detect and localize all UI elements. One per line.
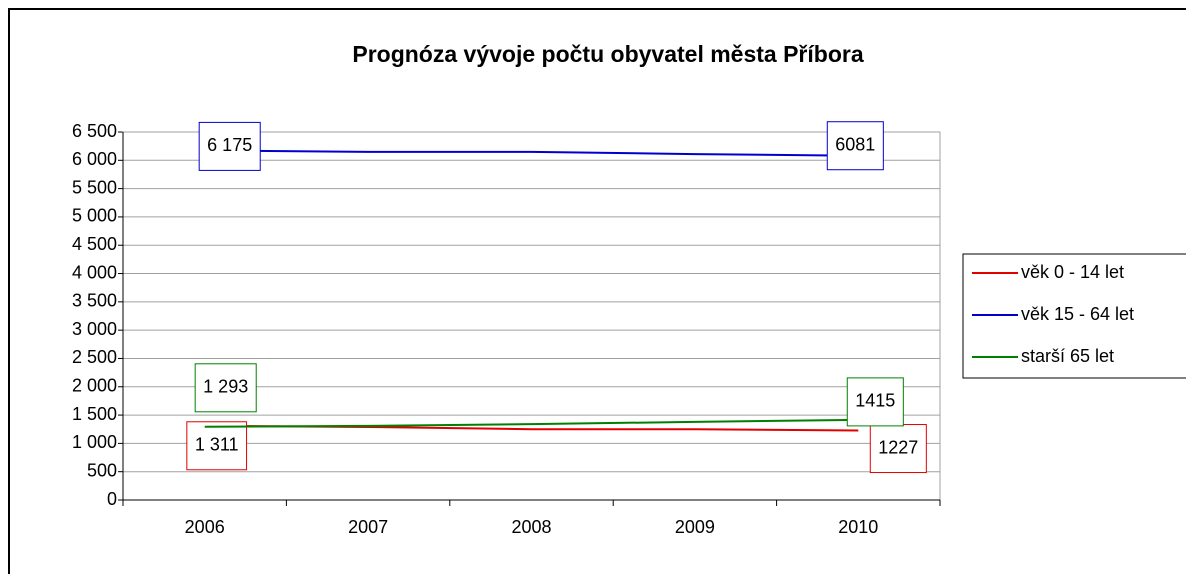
y-tick-label: 1 000 — [72, 432, 117, 452]
y-tick-label: 3 500 — [72, 291, 117, 311]
data-label: 1415 — [855, 391, 895, 411]
data-label: 6081 — [835, 134, 875, 154]
x-tick-label: 2006 — [185, 517, 225, 537]
legend-label: věk 0 - 14 let — [1021, 262, 1124, 282]
y-tick-label: 4 500 — [72, 234, 117, 254]
data-label-box — [846, 377, 904, 427]
data-label: 1227 — [878, 437, 918, 457]
data-label-box — [869, 424, 927, 474]
y-tick-label: 2 000 — [72, 376, 117, 396]
y-tick-label: 5 000 — [72, 206, 117, 226]
legend-label: starší 65 let — [1021, 346, 1114, 366]
y-tick-label: 500 — [87, 460, 117, 480]
x-tick-label: 2010 — [838, 517, 878, 537]
chart-title: Prognóza vývoje počtu obyvatel města Pří… — [352, 41, 863, 67]
y-tick-label: 4 000 — [72, 262, 117, 282]
data-label: 6 175 — [207, 135, 252, 155]
data-label-box — [194, 363, 257, 413]
series-line — [204, 418, 859, 428]
y-tick-label: 2 500 — [72, 347, 117, 367]
y-tick-label: 6 000 — [72, 149, 117, 169]
y-tick-label: 0 — [107, 489, 117, 509]
data-label-box — [826, 121, 884, 171]
data-label: 1 311 — [195, 435, 239, 455]
y-tick-label: 1 500 — [72, 404, 117, 424]
data-label-box — [186, 421, 248, 471]
data-label: 1 293 — [203, 377, 248, 397]
y-tick-label: 5 500 — [72, 177, 117, 197]
x-tick-label: 2008 — [511, 517, 551, 537]
x-tick-label: 2007 — [348, 517, 388, 537]
y-tick-label: 6 500 — [72, 121, 117, 141]
x-tick-label: 2009 — [675, 517, 715, 537]
y-tick-label: 3 000 — [72, 319, 117, 339]
data-label-box — [198, 121, 261, 171]
legend-label: věk 15 - 64 let — [1021, 304, 1134, 324]
series-line — [204, 149, 859, 157]
